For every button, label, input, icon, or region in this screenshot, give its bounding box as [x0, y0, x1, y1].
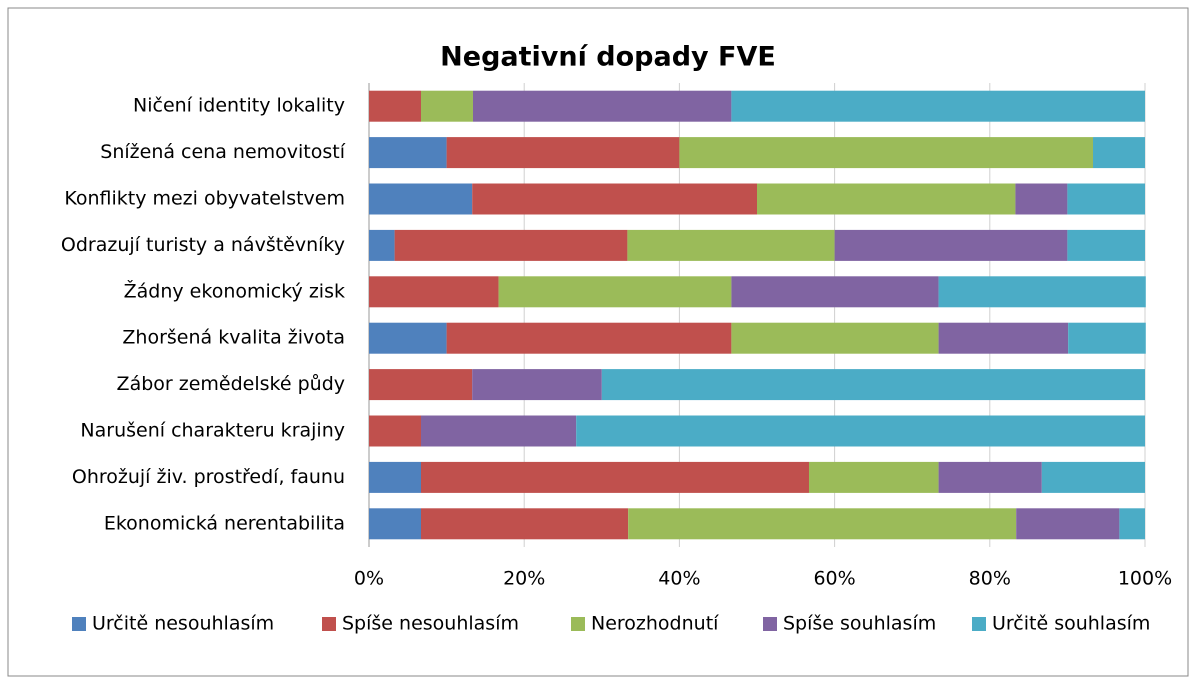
x-tick-label: 0%	[354, 568, 384, 590]
bar-segment	[472, 90, 732, 122]
bar-segment	[369, 183, 473, 215]
bar-segment	[446, 137, 680, 169]
x-tick-label: 100%	[1118, 568, 1172, 590]
bar-segment	[627, 229, 835, 261]
bar-segment	[808, 461, 939, 493]
bar-segment	[369, 229, 395, 261]
bar-segment	[394, 229, 628, 261]
bar-segment	[369, 276, 499, 308]
bar-segment	[369, 369, 473, 401]
y-tick-label: Zábor zemědelské půdy	[117, 373, 345, 395]
bar-segment	[369, 137, 447, 169]
bar-segment	[938, 461, 1042, 493]
y-tick-label: Ničení identity lokality	[133, 95, 345, 117]
chart-title: Negativní dopady FVE	[440, 42, 776, 73]
bar-segment	[1041, 461, 1145, 493]
bar-segment	[369, 90, 421, 122]
bar-segment	[1067, 229, 1145, 261]
bar-segment	[369, 322, 447, 354]
x-tick-label: 40%	[658, 568, 700, 590]
x-tick-label: 20%	[503, 568, 545, 590]
bar-segment	[369, 461, 421, 493]
bar-segment	[834, 229, 1068, 261]
bar-segment	[1016, 508, 1120, 540]
bar-segment	[938, 322, 1069, 354]
legend-label: Spíše nesouhlasím	[342, 613, 519, 635]
legend-label: Nerozhodnutí	[591, 613, 719, 635]
bar-segment	[731, 90, 1145, 122]
bar-segment	[757, 183, 1016, 215]
legend-swatch	[763, 617, 777, 631]
x-tick-label: 60%	[813, 568, 855, 590]
bar-segment	[938, 276, 1146, 308]
bar-segment	[1093, 137, 1145, 169]
bar-segment	[369, 415, 421, 447]
bar-segment	[576, 415, 1145, 447]
bar-segment	[1015, 183, 1068, 215]
y-tick-label: Ohrožují živ. prostředí, faunu	[72, 466, 345, 488]
bar-segment	[420, 415, 577, 447]
legend-label: Určitě nesouhlasím	[92, 613, 274, 635]
bar-segment	[1068, 322, 1146, 354]
legend-swatch	[322, 617, 336, 631]
legend-label: Určitě souhlasím	[992, 613, 1150, 635]
bar-segment	[369, 508, 421, 540]
bar-segment	[1067, 183, 1145, 215]
bar-segment	[601, 369, 1145, 401]
bar-segment	[628, 508, 1017, 540]
y-tick-label: Narušení charakteru krajiny	[80, 420, 345, 442]
bar-segment	[731, 276, 939, 308]
bar-segment	[472, 183, 757, 215]
legend-swatch	[571, 617, 585, 631]
bar-segment	[420, 90, 473, 122]
bar-segment	[731, 322, 939, 354]
bar-segment	[420, 508, 629, 540]
legend-label: Spíše souhlasím	[783, 613, 936, 635]
y-tick-label: Ekonomická nerentabilita	[104, 512, 345, 534]
bar-segment	[472, 369, 602, 401]
bar-segment	[498, 276, 732, 308]
y-tick-label: Odrazují turisty a návštěvníky	[61, 234, 345, 256]
bar-segment	[446, 322, 732, 354]
y-tick-label: Žádny ekonomický zisk	[124, 279, 345, 302]
bar-segment	[1119, 508, 1145, 540]
bar-segment	[420, 461, 809, 493]
y-tick-label: Zhoršená kvalita života	[122, 327, 345, 349]
legend-swatch	[72, 617, 86, 631]
x-tick-label: 80%	[969, 568, 1011, 590]
bar-segment	[679, 137, 1094, 169]
y-tick-label: Snížená cena nemovitostí	[100, 141, 345, 163]
y-tick-label: Konflikty mezi obyvatelstvem	[64, 188, 345, 210]
legend-swatch	[972, 617, 986, 631]
